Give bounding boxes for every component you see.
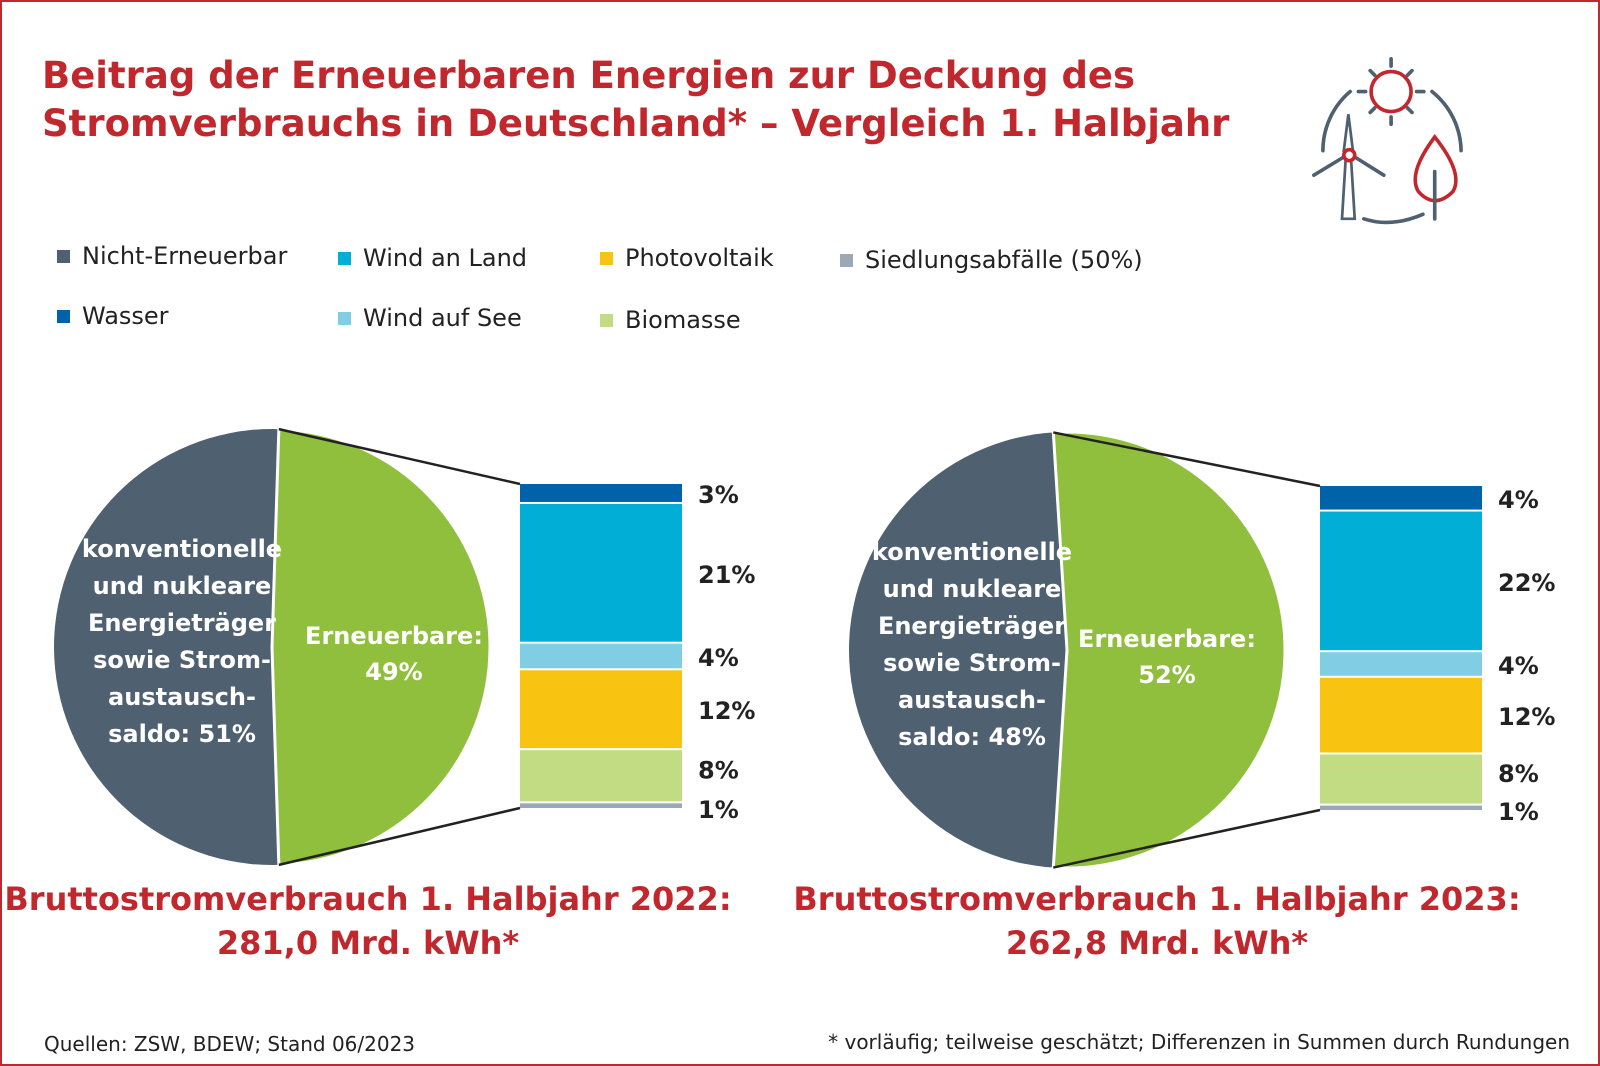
bar-value-label: 4% <box>1498 652 1539 680</box>
pie-label-renewable: 49% <box>365 658 422 686</box>
pie-label-renewable: 52% <box>1138 661 1195 689</box>
legend-label: Wind an Land <box>363 244 528 272</box>
bar-segment-biomasse <box>520 750 682 802</box>
legend-swatch <box>57 309 70 323</box>
bar-segment-photovoltaik <box>1320 677 1482 753</box>
bar-segment-wind-an-land <box>520 503 682 642</box>
bar-value-label: 12% <box>1498 703 1555 731</box>
pie-label-conventional: und nukleare <box>93 572 272 600</box>
bar-value-label: 22% <box>1498 569 1555 597</box>
legend-item: Biomasse <box>600 306 741 334</box>
bar-segment-wind-an-land <box>1320 511 1482 651</box>
pie-label-renewable: Erneuerbare: <box>305 622 483 650</box>
legend-item: Wasser <box>57 302 169 330</box>
bar-segment-siedlungsabf-lle- <box>520 803 682 808</box>
bar-segment-photovoltaik <box>520 670 682 749</box>
caption-line: 262,8 Mrd. kWh* <box>1005 924 1309 962</box>
bar-value-label: 21% <box>698 561 755 589</box>
legend-item: Siedlungsabfälle (50%) <box>840 246 1143 274</box>
pie-slice-renewable <box>270 427 492 867</box>
pie-label-conventional: saldo: 48% <box>898 723 1046 751</box>
bar-value-label: 3% <box>698 481 739 509</box>
bar-value-label: 1% <box>1498 798 1539 826</box>
page-title: Beitrag der Erneuerbaren Energien zur De… <box>42 54 1230 145</box>
pie-label-conventional: und nukleare <box>883 575 1062 603</box>
legend-item: Photovoltaik <box>600 244 774 272</box>
legend-swatch <box>338 311 351 325</box>
bar-segment-siedlungsabf-lle- <box>1320 805 1482 810</box>
legend-item: Wind an Land <box>338 244 527 272</box>
pie-slice-renewable <box>1051 430 1287 870</box>
pie-label-conventional: sowie Strom- <box>883 649 1061 677</box>
pie-label-conventional: sowie Strom- <box>93 646 271 674</box>
connector-line-bottom <box>278 806 521 867</box>
legend-label: Nicht-Erneuerbar <box>82 242 288 270</box>
bar-value-label: 8% <box>1498 760 1539 788</box>
bar-value-label: 8% <box>698 757 739 785</box>
footnote: * vorläufig; teilweise geschätzt; Differ… <box>828 1030 1570 1054</box>
connector-line-top <box>1053 431 1321 488</box>
bar-value-label: 4% <box>1498 486 1539 514</box>
caption-2022: Bruttostromverbrauch 1. Halbjahr 2022: 28… <box>2 877 748 965</box>
legend-label: Siedlungsabfälle (50%) <box>865 246 1143 274</box>
bar-value-label: 12% <box>698 697 755 725</box>
pie-label-conventional: Energieträger <box>878 612 1066 640</box>
connector-line-top <box>278 427 521 486</box>
pie-label-conventional: saldo: 51% <box>108 720 256 748</box>
caption-line: Bruttostromverbrauch 1. Halbjahr 2023: <box>793 880 1521 918</box>
bar-segment-wind-auf-see <box>1320 652 1482 676</box>
legend-swatch <box>57 249 70 263</box>
legend-swatch <box>600 251 613 265</box>
pie-label-conventional: austausch- <box>898 686 1046 714</box>
pie-label-renewable: Erneuerbare: <box>1078 625 1256 653</box>
bar-segment-wasser <box>1320 486 1482 510</box>
legend-label: Photovoltaik <box>625 244 774 272</box>
caption-line: 281,0 Mrd. kWh* <box>216 924 520 962</box>
bar-segment-wasser <box>520 484 682 502</box>
legend-swatch <box>600 313 613 327</box>
bar-segment-biomasse <box>1320 754 1482 804</box>
renewables-icon <box>1312 57 1463 225</box>
sources: Quellen: ZSW, BDEW; Stand 06/2023 <box>44 1032 416 1056</box>
legend-label: Biomasse <box>625 306 741 334</box>
pie-label-conventional: konventionelle <box>82 535 282 563</box>
legend-item: Wind auf See <box>338 304 522 332</box>
pie-label-conventional: austausch- <box>108 683 256 711</box>
pie-label-conventional: Energieträger <box>88 609 276 637</box>
legend-label: Wasser <box>82 302 169 330</box>
legend-item: Nicht-Erneuerbar <box>57 242 287 270</box>
caption-line: Bruttostromverbrauch 1. Halbjahr 2022: <box>4 880 732 918</box>
pie-label-conventional: konventionelle <box>872 538 1072 566</box>
legend-swatch <box>840 253 853 267</box>
legend-label: Wind auf See <box>363 304 522 332</box>
bar-segment-wind-auf-see <box>520 643 682 669</box>
caption-2023: Bruttostromverbrauch 1. Halbjahr 2023: 26… <box>777 877 1537 965</box>
bar-value-label: 1% <box>698 796 739 824</box>
legend-swatch <box>338 251 351 265</box>
connector-line-bottom <box>1053 808 1321 869</box>
bar-value-label: 4% <box>698 644 739 672</box>
